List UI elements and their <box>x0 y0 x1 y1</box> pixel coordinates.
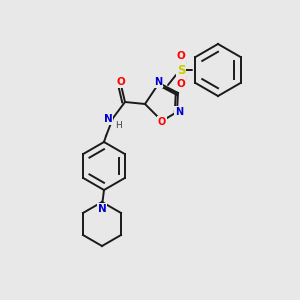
Text: O: O <box>177 51 185 61</box>
Text: H: H <box>115 121 122 130</box>
Text: O: O <box>177 79 185 89</box>
Text: S: S <box>177 64 185 76</box>
Text: N: N <box>98 204 106 214</box>
Text: O: O <box>158 117 166 127</box>
Text: N: N <box>175 107 183 117</box>
Text: N: N <box>103 114 112 124</box>
Text: N: N <box>154 77 162 87</box>
Text: O: O <box>117 77 125 87</box>
